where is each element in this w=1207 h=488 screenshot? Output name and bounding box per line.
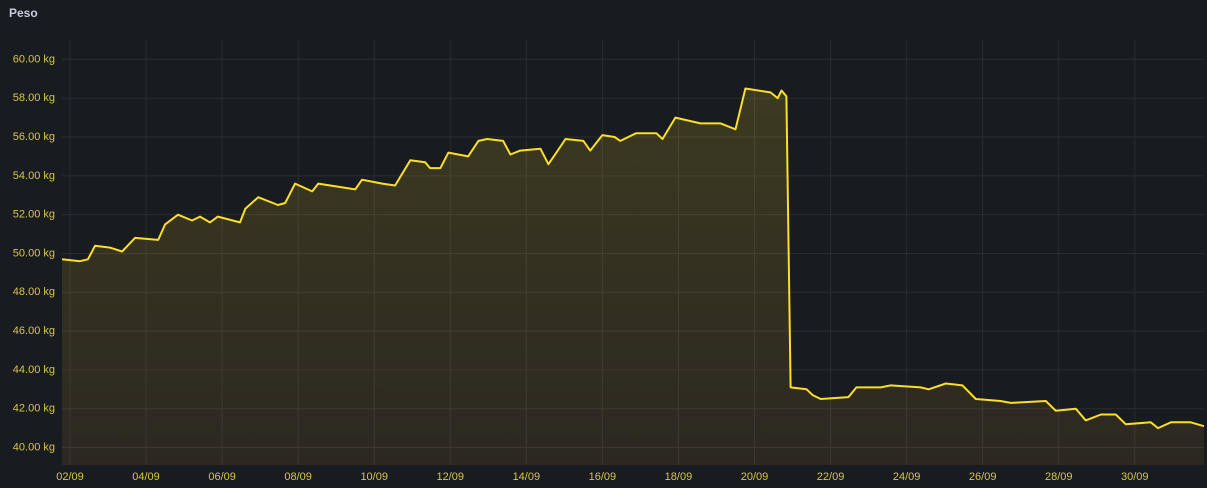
x-tick-label: 10/09 [360,471,388,483]
x-tick-label: 18/09 [665,471,693,483]
area [62,88,1204,465]
y-tick-label: 52.00 kg [13,209,55,221]
y-tick-label: 60.00 kg [13,53,55,65]
x-tick-label: 30/09 [1121,471,1149,483]
x-tick-label: 26/09 [969,471,997,483]
y-tick-label: 50.00 kg [13,247,55,259]
x-tick-label: 08/09 [284,471,312,483]
x-tick-label: 12/09 [437,471,465,483]
x-tick-label: 04/09 [132,471,160,483]
x-tick-label: 16/09 [589,471,617,483]
y-tick-label: 48.00 kg [13,286,55,298]
x-tick-label: 24/09 [893,471,921,483]
y-tick-label: 46.00 kg [13,325,55,337]
y-tick-label: 56.00 kg [13,131,55,143]
panel-title: Peso [9,6,38,20]
x-tick-label: 02/09 [56,471,84,483]
y-tick-label: 44.00 kg [13,364,55,376]
y-tick-label: 58.00 kg [13,92,55,104]
x-tick-label: 28/09 [1045,471,1073,483]
y-tick-label: 42.00 kg [13,403,55,415]
line [61,87,1205,430]
y-tick-label: 54.00 kg [13,170,55,182]
x-tick-label: 14/09 [513,471,541,483]
x-tick-label: 06/09 [208,471,236,483]
x-tick-label: 20/09 [741,471,769,483]
y-tick-label: 40.00 kg [13,441,55,453]
x-tick-label: 22/09 [817,471,845,483]
